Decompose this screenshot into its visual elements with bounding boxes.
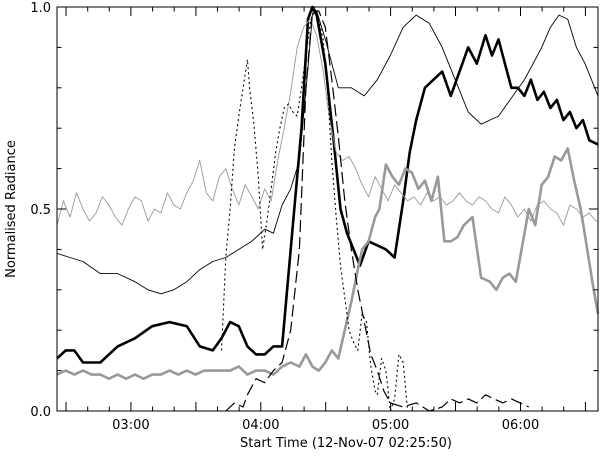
tick-labels: 03:00 04:00 05:00 06:00 0.0 0.5 1.0 <box>30 1 539 433</box>
x-tick-label: 05:00 <box>372 418 409 433</box>
series-line-3 <box>56 10 599 295</box>
axis-ticks <box>57 6 598 412</box>
plot-border <box>56 6 599 412</box>
y-axis-title: Normalised Radiance <box>4 140 19 278</box>
series-line-2 <box>56 147 600 381</box>
x-axis-title: Start Time (12-Nov-07 02:25:50) <box>240 436 452 451</box>
y-tick-label: 1.0 <box>30 1 51 16</box>
plot-frame <box>56 6 599 412</box>
y-tick-label: 0.0 <box>30 405 51 420</box>
series-line-1 <box>56 5 599 364</box>
series-line-4 <box>56 18 598 226</box>
series-line-6 <box>225 10 530 412</box>
y-tick-label: 0.5 <box>30 203 51 218</box>
x-tick-label: 03:00 <box>112 418 149 433</box>
x-tick-label: 04:00 <box>242 418 279 433</box>
x-tick-label: 06:00 <box>502 418 539 433</box>
series-layer <box>56 5 600 412</box>
